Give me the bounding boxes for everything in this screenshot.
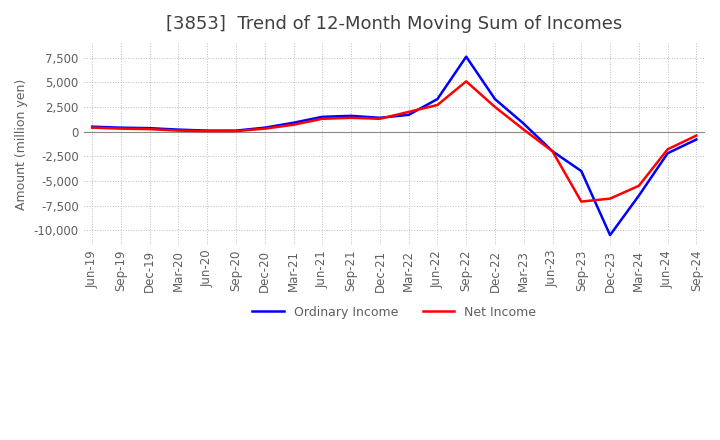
Net Income bbox=[405, 109, 413, 114]
Ordinary Income bbox=[519, 121, 528, 126]
Ordinary Income bbox=[117, 125, 125, 130]
Net Income bbox=[203, 128, 212, 134]
Ordinary Income bbox=[577, 169, 585, 174]
Net Income bbox=[88, 125, 96, 130]
Net Income bbox=[433, 103, 442, 108]
Ordinary Income bbox=[606, 232, 614, 238]
Ordinary Income bbox=[462, 54, 470, 59]
Line: Ordinary Income: Ordinary Income bbox=[92, 57, 696, 235]
Y-axis label: Amount (million yen): Amount (million yen) bbox=[15, 78, 28, 209]
Net Income bbox=[232, 128, 240, 134]
Ordinary Income bbox=[289, 120, 298, 125]
Net Income bbox=[347, 115, 356, 121]
Net Income bbox=[261, 126, 269, 131]
Ordinary Income bbox=[692, 137, 701, 142]
Title: [3853]  Trend of 12-Month Moving Sum of Incomes: [3853] Trend of 12-Month Moving Sum of I… bbox=[166, 15, 622, 33]
Net Income bbox=[663, 147, 672, 152]
Net Income bbox=[692, 133, 701, 138]
Net Income bbox=[490, 104, 499, 110]
Ordinary Income bbox=[376, 115, 384, 121]
Ordinary Income bbox=[634, 193, 643, 198]
Ordinary Income bbox=[261, 125, 269, 130]
Net Income bbox=[145, 126, 154, 132]
Net Income bbox=[577, 199, 585, 204]
Ordinary Income bbox=[663, 150, 672, 156]
Net Income bbox=[634, 183, 643, 188]
Ordinary Income bbox=[347, 113, 356, 118]
Ordinary Income bbox=[490, 96, 499, 102]
Line: Net Income: Net Income bbox=[92, 81, 696, 202]
Net Income bbox=[519, 127, 528, 132]
Ordinary Income bbox=[318, 114, 327, 119]
Net Income bbox=[376, 116, 384, 121]
Ordinary Income bbox=[405, 112, 413, 117]
Ordinary Income bbox=[174, 127, 183, 132]
Net Income bbox=[548, 149, 557, 154]
Net Income bbox=[174, 128, 183, 133]
Ordinary Income bbox=[145, 125, 154, 131]
Ordinary Income bbox=[88, 124, 96, 129]
Net Income bbox=[462, 79, 470, 84]
Net Income bbox=[606, 196, 614, 201]
Ordinary Income bbox=[232, 128, 240, 133]
Net Income bbox=[318, 116, 327, 121]
Ordinary Income bbox=[433, 96, 442, 102]
Net Income bbox=[117, 126, 125, 131]
Ordinary Income bbox=[548, 149, 557, 154]
Net Income bbox=[289, 122, 298, 127]
Ordinary Income bbox=[203, 128, 212, 133]
Legend: Ordinary Income, Net Income: Ordinary Income, Net Income bbox=[248, 301, 541, 323]
